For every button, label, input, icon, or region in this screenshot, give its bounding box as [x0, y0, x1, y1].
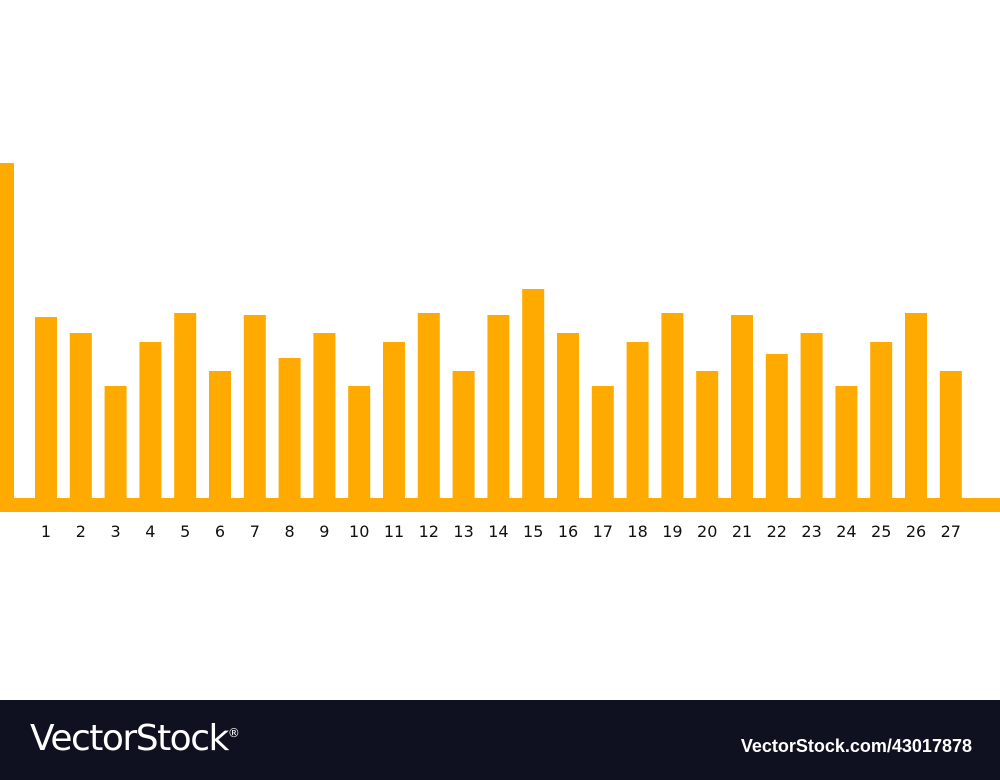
- x-tick-10: 10: [349, 522, 369, 541]
- x-tick-5: 5: [180, 522, 190, 541]
- x-tick-18: 18: [627, 522, 647, 541]
- bar-11: [383, 342, 405, 498]
- bar-26: [905, 313, 927, 498]
- bar-4: [139, 342, 162, 498]
- bar-9: [313, 333, 336, 498]
- bar-12: [417, 313, 440, 498]
- bar-22: [765, 354, 788, 498]
- bar-15: [522, 289, 545, 498]
- x-tick-15: 15: [523, 522, 543, 541]
- bar-27: [939, 371, 962, 498]
- registered-mark: ®: [227, 726, 240, 740]
- bar-8: [278, 358, 301, 498]
- bar-leading: [0, 163, 14, 498]
- bar-6: [209, 371, 231, 498]
- footer-banner: VectorStock® VectorStock.com/43017878: [0, 700, 1000, 780]
- bar-3: [104, 386, 127, 498]
- bar-10: [348, 386, 371, 498]
- x-tick-labels: 1 2 3 4 5 6 7 8 9 10 11 12 13 14 15 16 17 18 19 20 21 22 23 24 2…: [41, 522, 961, 541]
- x-tick-6: 6: [215, 522, 225, 541]
- x-tick-8: 8: [285, 522, 295, 541]
- x-tick-4: 4: [145, 522, 155, 541]
- bar-1: [35, 317, 57, 498]
- x-tick-27: 27: [941, 522, 961, 541]
- bar-13: [452, 371, 475, 498]
- x-tick-7: 7: [250, 522, 260, 541]
- x-tick-19: 19: [662, 522, 682, 541]
- x-tick-22: 22: [767, 522, 787, 541]
- bar-16: [557, 333, 579, 498]
- bar-21: [731, 315, 753, 498]
- x-tick-25: 25: [871, 522, 891, 541]
- bar-24: [835, 386, 858, 498]
- x-tick-24: 24: [836, 522, 856, 541]
- x-tick-17: 17: [593, 522, 613, 541]
- x-tick-2: 2: [76, 522, 86, 541]
- baseline-bar: [0, 498, 1000, 512]
- bar-14: [487, 315, 510, 498]
- bar-chart: 1 2 3 4 5 6 7 8 9 10 11 12 13 14 15 16 17 18 19 20 21 22 23 24 2…: [0, 163, 1000, 541]
- bars-layer: [0, 163, 962, 498]
- x-tick-26: 26: [906, 522, 926, 541]
- x-tick-3: 3: [111, 522, 121, 541]
- bar-5: [174, 313, 197, 498]
- x-tick-11: 11: [384, 522, 404, 541]
- x-tick-23: 23: [801, 522, 821, 541]
- bar-7: [243, 315, 266, 498]
- x-tick-12: 12: [419, 522, 439, 541]
- x-tick-21: 21: [732, 522, 752, 541]
- image-id-text: VectorStock.com/43017878: [740, 736, 972, 756]
- x-tick-14: 14: [488, 522, 508, 541]
- x-tick-16: 16: [558, 522, 578, 541]
- x-tick-20: 20: [697, 522, 717, 541]
- bar-19: [661, 313, 684, 498]
- bar-20: [696, 371, 719, 498]
- x-tick-1: 1: [41, 522, 51, 541]
- brand-name: VectorStock: [30, 718, 229, 759]
- bar-17: [591, 386, 614, 498]
- x-tick-9: 9: [319, 522, 329, 541]
- brand-logo: VectorStock®: [30, 718, 240, 759]
- bar-23: [800, 333, 823, 498]
- bar-2: [69, 333, 92, 498]
- x-tick-13: 13: [453, 522, 473, 541]
- bar-18: [626, 342, 649, 498]
- bar-25: [870, 342, 893, 498]
